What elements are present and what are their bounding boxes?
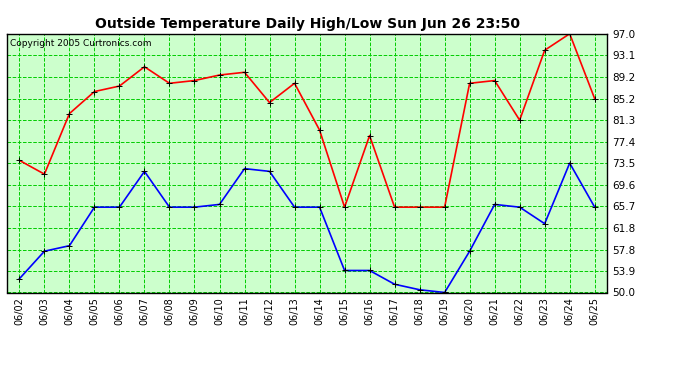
Title: Outside Temperature Daily High/Low Sun Jun 26 23:50: Outside Temperature Daily High/Low Sun J… (95, 17, 520, 31)
Text: Copyright 2005 Curtronics.com: Copyright 2005 Curtronics.com (10, 39, 151, 48)
